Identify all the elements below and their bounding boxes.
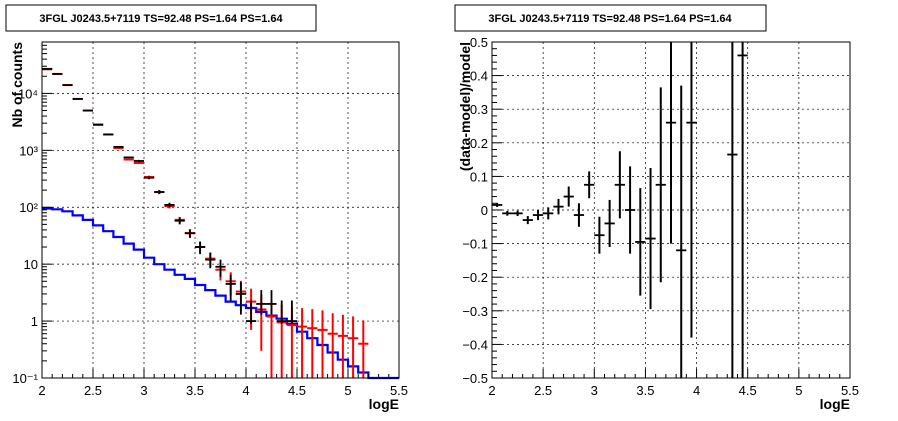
right-x-tick-label: 4 [693, 383, 700, 398]
left-background-histogram [42, 207, 399, 380]
left-y-tick-label: 10² [19, 200, 38, 215]
right-y-tick-label: 0.4 [470, 69, 488, 84]
left-grid [42, 42, 399, 378]
right-y-axis-title: (data-model)/model [457, 42, 473, 171]
left-ticks: 2 2.5 3 3.5 4 4.5 5 5.5 10⁻¹ 1 10 10² 10³ 10⁴ [12, 41, 408, 398]
right-x-axis-title: logE [820, 396, 850, 412]
right-x-tick-label: 3.5 [636, 383, 654, 398]
right-y-tick-label: −0.2 [462, 270, 488, 285]
left-plot-frame [41, 41, 400, 379]
right-title: 3FGL J0243.5+7119 TS=92.48 PS=1.64 PS=1.… [488, 13, 732, 25]
right-y-tick-label: 0.3 [470, 102, 488, 117]
left-panel: 3FGL J0243.5+7119 TS=92.48 PS=1.64 PS=1.… [5, 4, 408, 412]
right-x-tick-label: 2.5 [534, 383, 552, 398]
background-histogram-line [42, 207, 399, 380]
right-y-tick-label: 0 [481, 203, 488, 218]
right-y-tick-label: −0.3 [462, 304, 488, 319]
left-x-tick-label: 3 [140, 383, 147, 398]
left-x-tick-label: 5.5 [390, 383, 408, 398]
left-y-tick-label: 10³ [19, 143, 38, 158]
left-x-tick-label: 5 [344, 383, 351, 398]
right-x-tick-label: 4.5 [739, 383, 757, 398]
left-x-tick-label: 2 [38, 383, 45, 398]
left-x-tick-label: 2.5 [84, 383, 102, 398]
right-x-tick-label: 3 [591, 383, 598, 398]
right-x-tick-label: 5.5 [841, 383, 859, 398]
left-model-points [42, 68, 369, 378]
left-x-tick-label: 3.5 [186, 383, 204, 398]
right-grid [492, 42, 850, 378]
left-title: 3FGL J0243.5+7119 TS=92.48 PS=1.64 PS=1.… [39, 13, 283, 25]
right-y-tick-label: −0.5 [462, 371, 488, 386]
right-y-tick-label: 0.1 [470, 169, 488, 184]
right-x-tick-label: 2 [488, 383, 495, 398]
right-panel: 3FGL J0243.5+7119 TS=92.48 PS=1.64 PS=1.… [454, 4, 859, 412]
left-x-tick-label: 4.5 [288, 383, 306, 398]
right-residual-points [492, 42, 748, 378]
left-y-tick-label: 10 [24, 257, 38, 272]
right-y-tick-label: −0.1 [462, 237, 488, 252]
left-y-tick-label: 10⁴ [18, 86, 38, 101]
right-y-tick-label: 0.2 [470, 136, 488, 151]
left-title-box [5, 4, 317, 32]
left-y-tick-label: 1 [31, 314, 38, 329]
right-y-tick-label: 0.5 [470, 35, 488, 50]
left-y-axis-title: Nb of counts [9, 42, 25, 128]
right-ticks: 2 2.5 3 3.5 4 4.5 5 5.5 −0.5 −0.4 −0.3 −0.2 −0.1 0 0.1… [462, 35, 859, 398]
right-title-box [454, 4, 767, 32]
left-x-axis-title: logE [369, 396, 399, 412]
right-x-tick-label: 5 [795, 383, 802, 398]
right-y-tick-label: −0.4 [462, 337, 488, 352]
left-x-tick-label: 4 [242, 383, 249, 398]
left-y-tick-label: 10⁻¹ [12, 371, 38, 386]
left-data-points [42, 67, 297, 324]
